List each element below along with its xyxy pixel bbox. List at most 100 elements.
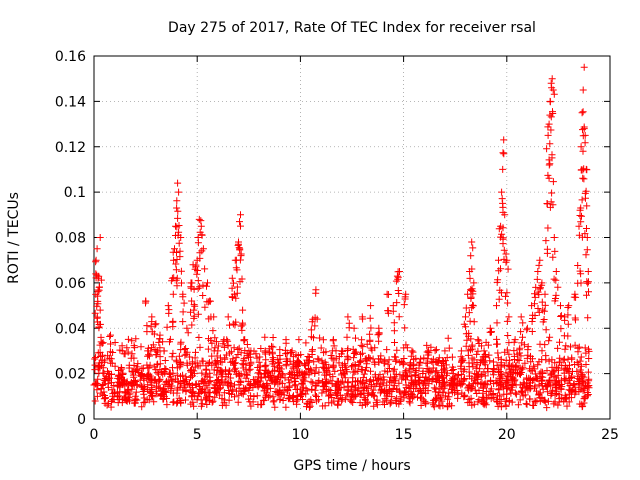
data-point: [469, 302, 477, 310]
data-point: [225, 367, 233, 375]
data-point: [315, 356, 323, 364]
data-point: [440, 366, 448, 374]
data-point: [232, 354, 240, 362]
data-point: [213, 371, 221, 379]
data-point: [535, 381, 543, 389]
data-point: [195, 215, 203, 223]
data-point: [474, 347, 482, 355]
data-point: [306, 402, 314, 410]
data-point: [497, 265, 504, 273]
data-point: [90, 381, 98, 389]
data-point: [92, 379, 100, 387]
data-points: [90, 63, 593, 412]
data-point: [490, 366, 498, 374]
data-point: [387, 378, 395, 386]
data-point: [552, 384, 560, 392]
data-point: [217, 378, 225, 386]
data-point: [349, 345, 357, 353]
data-point: [539, 306, 547, 314]
data-point: [337, 379, 345, 387]
data-point: [365, 389, 373, 397]
data-point: [171, 245, 178, 253]
data-point: [370, 392, 378, 400]
data-point: [439, 373, 446, 381]
data-point: [237, 378, 245, 386]
data-point: [577, 385, 585, 393]
data-point: [434, 371, 441, 379]
data-point: [305, 398, 313, 406]
data-point: [172, 260, 180, 268]
data-point: [206, 297, 214, 305]
data-point: [381, 356, 389, 364]
data-point: [348, 363, 355, 371]
data-point: [552, 268, 560, 275]
data-point: [131, 399, 139, 407]
data-point: [93, 392, 101, 400]
data-point: [471, 376, 479, 384]
data-point: [173, 282, 181, 290]
data-point: [557, 312, 565, 320]
y-tick-label: 0.06: [55, 276, 86, 292]
data-point: [228, 274, 236, 282]
data-point: [511, 356, 518, 363]
data-point: [487, 385, 495, 393]
data-point: [127, 379, 135, 386]
data-point: [243, 371, 251, 379]
data-point: [148, 384, 156, 392]
data-point: [495, 386, 503, 394]
data-point: [572, 387, 580, 395]
data-point: [474, 336, 482, 344]
data-point: [118, 342, 126, 350]
data-point: [358, 349, 366, 357]
data-point: [287, 349, 295, 356]
data-point: [239, 306, 247, 314]
data-point: [547, 198, 555, 206]
data-point: [284, 394, 292, 402]
data-point: [366, 378, 374, 386]
data-point: [519, 383, 526, 391]
data-point: [377, 352, 385, 360]
data-point: [536, 256, 544, 264]
data-point: [534, 305, 542, 312]
data-point: [499, 240, 507, 248]
data-point: [444, 402, 452, 410]
data-point: [331, 367, 339, 375]
data-point: [506, 363, 514, 371]
data-point: [357, 341, 365, 349]
data-point: [106, 348, 114, 356]
data-point: [577, 369, 585, 377]
data-point: [99, 391, 107, 399]
data-point: [362, 384, 370, 392]
data-point: [427, 343, 435, 351]
data-point: [546, 140, 554, 148]
data-point: [380, 359, 388, 367]
data-point: [469, 290, 477, 298]
data-point: [408, 347, 416, 355]
data-point: [426, 369, 434, 377]
data-point: [531, 384, 538, 392]
data-point: [516, 344, 524, 352]
data-point: [145, 396, 153, 404]
data-point: [578, 196, 586, 204]
data-point: [103, 401, 111, 409]
data-point: [544, 224, 552, 232]
x-tick-label: 25: [601, 427, 619, 443]
data-point: [542, 352, 550, 360]
data-point: [526, 379, 534, 387]
data-point: [547, 113, 555, 121]
data-point: [499, 149, 507, 157]
data-point: [567, 343, 574, 351]
data-point: [549, 253, 557, 261]
data-point: [504, 332, 512, 339]
data-point: [337, 371, 345, 379]
data-point: [213, 367, 221, 374]
data-point: [466, 274, 474, 282]
data-point: [523, 324, 531, 332]
data-point: [550, 234, 558, 241]
data-point: [152, 366, 160, 374]
data-point: [540, 396, 548, 404]
data-point: [463, 336, 471, 344]
data-point: [190, 402, 198, 410]
data-point: [209, 397, 217, 405]
data-point: [125, 390, 133, 398]
